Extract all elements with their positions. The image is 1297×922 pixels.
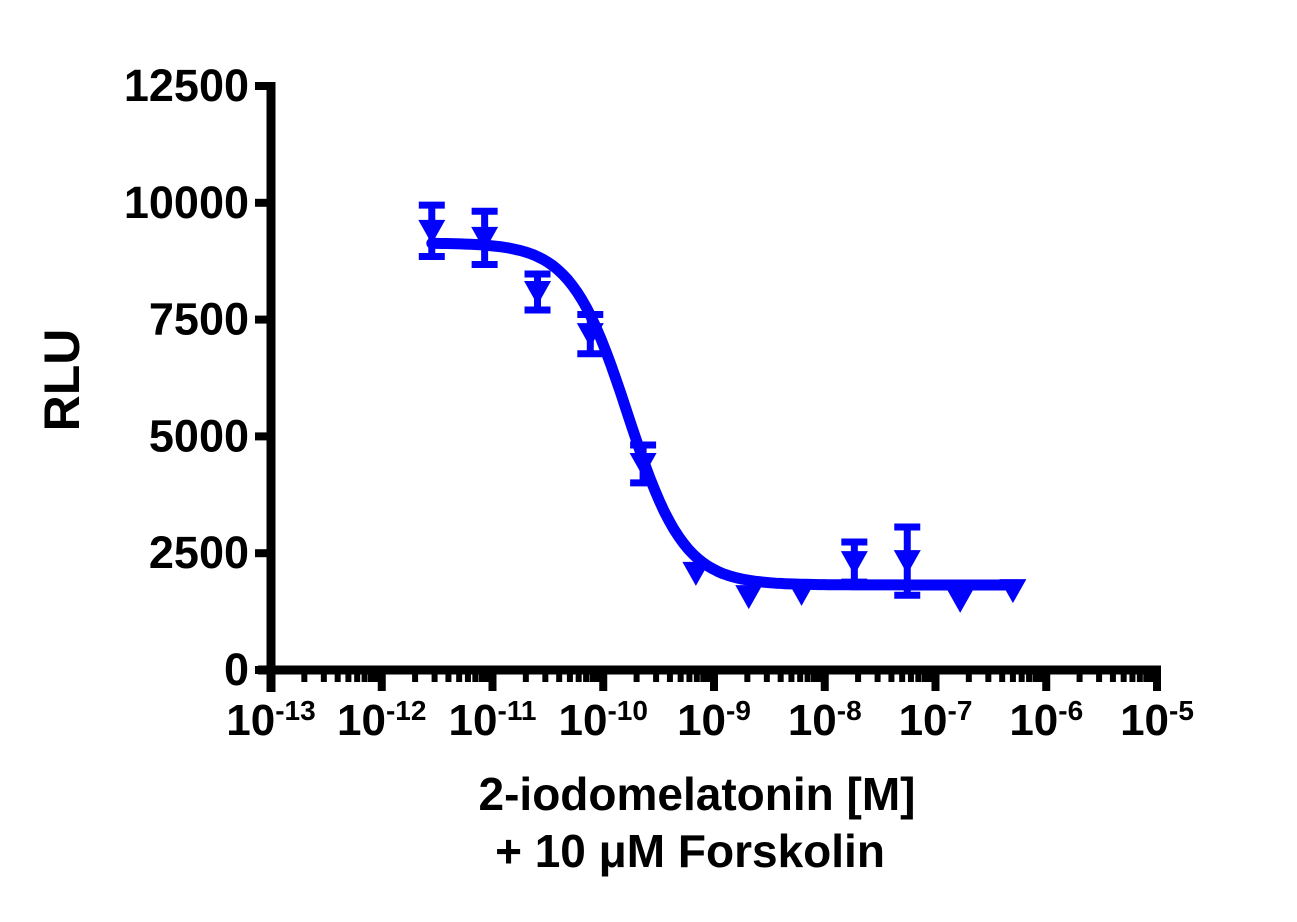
x-minor-ticks [301,666,1155,682]
data-point-triangle [682,561,710,586]
y-tick-labels: 0 2500 5000 7500 10000 12500 [124,60,249,695]
y-ticks [255,82,271,674]
x-major-ticks [267,666,1161,691]
data-point-triangle [999,579,1027,604]
x-tick-label: 10-9 [677,695,751,745]
y-tick-label: 2500 [149,527,249,578]
x-tick-label: 10-5 [1120,695,1194,745]
data-point-triangle [629,452,657,477]
x-tick-label: 10-6 [1009,695,1083,745]
error-bars [418,201,921,599]
fit-curve [426,237,1019,591]
data-point-triangle [788,581,816,606]
y-axis-title: RLU [34,328,90,432]
data-point-triangle [893,550,921,575]
data-point-triangle [524,281,552,306]
x-tick-label: 10-10 [559,695,648,745]
x-axis-title-line1: 2-iodomelatonin [M] [478,768,916,820]
y-tick-label: 10000 [124,177,249,228]
data-point-triangle [576,323,604,348]
y-tick-label: 0 [224,644,249,695]
data-point-triangle [946,588,974,613]
data-points [418,219,1027,613]
x-tick-label: 10-7 [899,695,973,745]
x-tick-label: 10-13 [226,695,315,745]
y-tick-label: 5000 [149,410,249,461]
x-axis-title-line2: + 10 μM Forskolin [495,825,885,877]
x-tick-label: 10-11 [449,695,537,745]
data-point-triangle [840,551,868,576]
y-tick-label: 7500 [149,294,249,345]
data-point-triangle [471,226,499,251]
data-point-triangle [735,585,763,610]
x-tick-label: 10-8 [788,695,862,745]
x-tick-label: 10-12 [337,695,426,745]
axes [258,82,1161,692]
y-tick-label: 12500 [124,60,249,111]
x-tick-labels: 10-13 10-12 10-11 10-10 10-9 10-8 10-7 10-6 10-5 [226,695,1194,745]
data-point-triangle [418,219,446,244]
